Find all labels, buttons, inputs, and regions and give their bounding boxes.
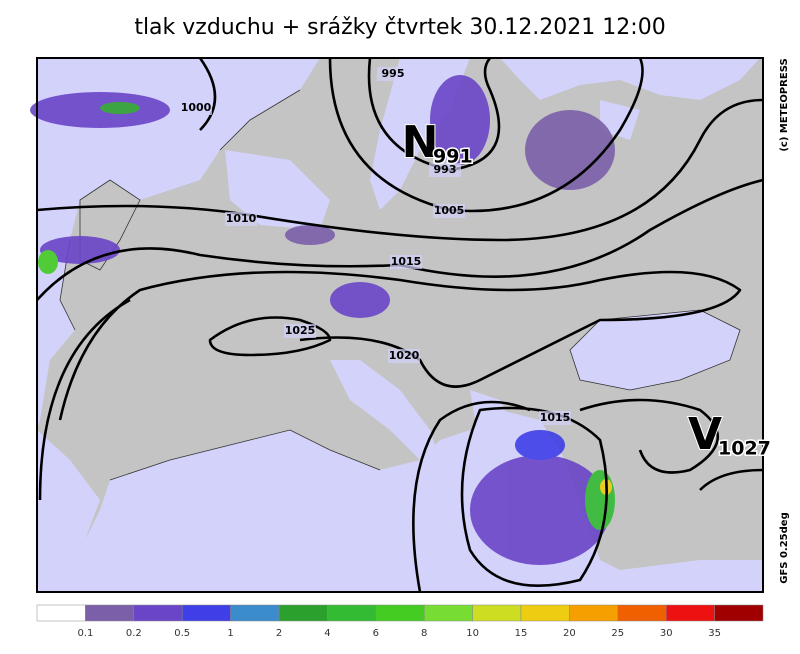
legend-tick-label: 35 <box>708 628 721 639</box>
legend-swatch <box>520 604 570 622</box>
model-label: GFS 0.25deg <box>779 512 790 584</box>
isobar-label-bg <box>539 411 571 425</box>
legend-swatch <box>714 604 764 622</box>
isobar-label: 995 <box>382 67 405 80</box>
legend-swatch <box>665 604 715 622</box>
legend-swatch <box>327 604 377 622</box>
legend-swatch <box>36 604 86 622</box>
legend-swatch <box>133 604 183 622</box>
legend-tick-label: 0.2 <box>126 628 142 639</box>
legend-tick-label: 0.1 <box>77 628 93 639</box>
legend-tick-label: 10 <box>466 628 479 639</box>
isobar-label: 1015 <box>540 411 571 424</box>
isobar-label: 1015 <box>391 255 422 268</box>
isobar-label-bg <box>225 212 257 226</box>
legend-tick-label: 25 <box>611 628 624 639</box>
isobar-label: 1000 <box>181 101 212 114</box>
legend-tick-label: 8 <box>421 628 427 639</box>
precipitation <box>30 75 615 565</box>
isobar-label-bg <box>390 255 422 269</box>
legend-swatch <box>472 604 522 622</box>
legend-tick-label: 0.5 <box>174 628 190 639</box>
isobar-label-bg <box>433 204 465 218</box>
title: tlak vzduchu + srážky čtvrtek 30.12.2021… <box>134 15 665 40</box>
isobar-label: 993 <box>434 163 457 176</box>
isobar-label: 1005 <box>434 204 465 217</box>
legend-tick-label: 30 <box>660 628 673 639</box>
center-letter: N <box>402 117 439 168</box>
legend-tick-label: 4 <box>324 628 330 639</box>
legend: 0.1 0.2 0.5 1 2 4 6 8 10 15 20 25 30 35 <box>36 604 764 639</box>
legend-swatch <box>617 604 667 622</box>
isobar-labels: 995 1000 993 1005 1010 1015 1025 1020 1015 <box>180 67 571 425</box>
isobar-label-bg <box>377 67 409 81</box>
legend-swatch <box>181 604 231 622</box>
copyright: (c) METEOPRESS <box>779 58 790 151</box>
isobar-label-bg <box>284 324 316 338</box>
map-area <box>30 57 764 593</box>
isobar-label-bg <box>180 101 212 115</box>
legend-tick-label: 2 <box>276 628 282 639</box>
legend-tick-label: 20 <box>563 628 576 639</box>
isobar-label-bg <box>388 349 420 363</box>
isobar-label: 1020 <box>389 349 420 362</box>
legend-swatch <box>423 604 473 622</box>
legend-swatch <box>85 604 135 622</box>
legend-swatch <box>375 604 425 622</box>
legend-tick-label: 6 <box>373 628 379 639</box>
center-value: 991 <box>433 146 473 168</box>
isobar-label-bg <box>429 163 461 177</box>
map-frame <box>36 57 764 593</box>
center-value: 1027 <box>718 438 771 460</box>
legend-swatch <box>278 604 328 622</box>
legend-swatch <box>569 604 619 622</box>
legend-tick-label: 15 <box>515 628 528 639</box>
legend-swatch <box>230 604 280 622</box>
isobar-label: 1010 <box>226 212 257 225</box>
legend-tick-label: 1 <box>227 628 233 639</box>
isobar-label: 1025 <box>285 324 316 337</box>
center-letter: V <box>688 409 722 460</box>
coastlines <box>59 89 741 481</box>
